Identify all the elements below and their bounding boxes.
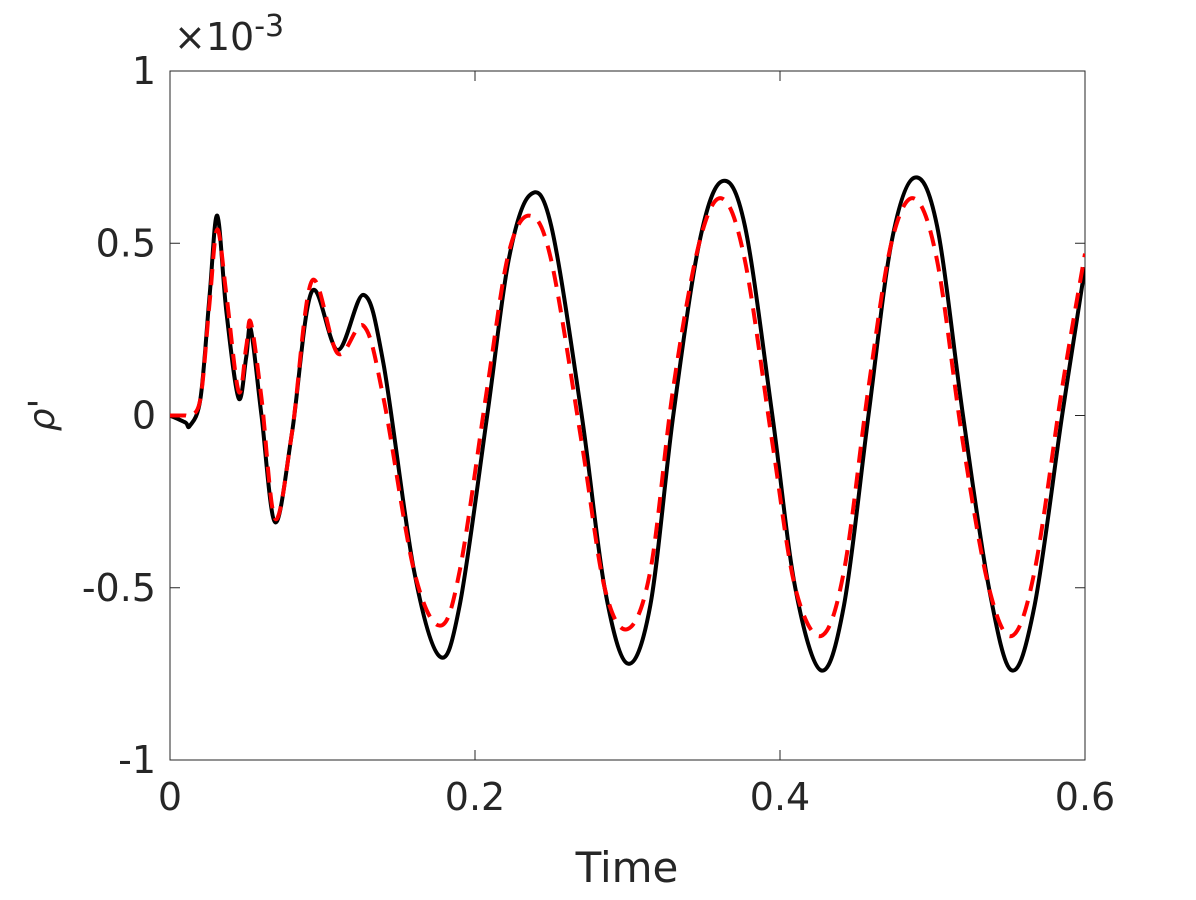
y-tick-label: -1 — [118, 738, 156, 782]
y-multiplier: ×10-3 — [174, 9, 284, 59]
y-tick-label: 0 — [132, 394, 156, 438]
x-tick-label: 0.6 — [1055, 775, 1115, 819]
y-multiplier-exponent: -3 — [254, 9, 284, 44]
y-axis-label: ρ' — [22, 399, 63, 432]
x-tick-label: 0 — [158, 775, 182, 819]
y-tick-label: 1 — [132, 49, 156, 93]
y-tick-label: -0.5 — [82, 566, 156, 610]
x-axis-label: Time — [575, 843, 679, 892]
y-tick-label: 0.5 — [96, 221, 156, 265]
y-multiplier-base: ×10 — [174, 15, 254, 59]
data-line — [170, 196, 1085, 639]
x-tick-label: 0.2 — [445, 775, 505, 819]
x-tick-label: 0.4 — [750, 775, 810, 819]
